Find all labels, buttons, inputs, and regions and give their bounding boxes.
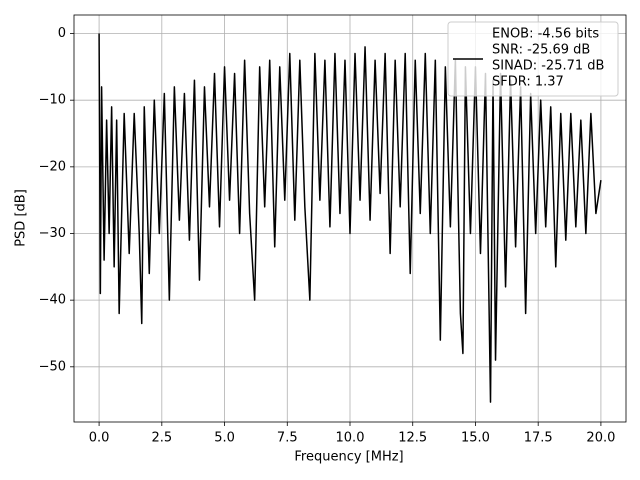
y-tick-label: −50 [39,359,66,374]
legend-label: ENOB: -4.56 bits [492,27,599,42]
legend-label: SINAD: -25.71 dB [492,59,604,74]
y-axis-label: PSD [dB] [14,189,29,247]
x-tick-label: 10.0 [336,431,365,446]
legend-label: SNR: -25.69 dB [492,43,590,58]
x-tick-label: 5.0 [214,431,235,446]
x-tick-label: 0.0 [89,431,110,446]
y-tick-label: −20 [39,159,66,174]
y-tick-label: −10 [39,93,66,108]
y-tick-label: −40 [39,293,66,308]
legend-box [447,21,619,97]
plot-frame [73,14,627,423]
x-tick-label: 20.0 [586,431,615,446]
legend-label: SFDR: 1.37 [492,75,564,90]
x-axis-label: Frequency [MHz] [294,450,403,465]
y-tick-label: −30 [39,226,66,241]
x-tick-label: 15.0 [461,431,490,446]
x-tick-label: 12.5 [398,431,427,446]
x-tick-label: 7.5 [277,431,298,446]
x-tick-label: 17.5 [524,431,553,446]
y-tick-label: 0 [58,26,66,41]
x-tick-label: 2.5 [151,431,172,446]
